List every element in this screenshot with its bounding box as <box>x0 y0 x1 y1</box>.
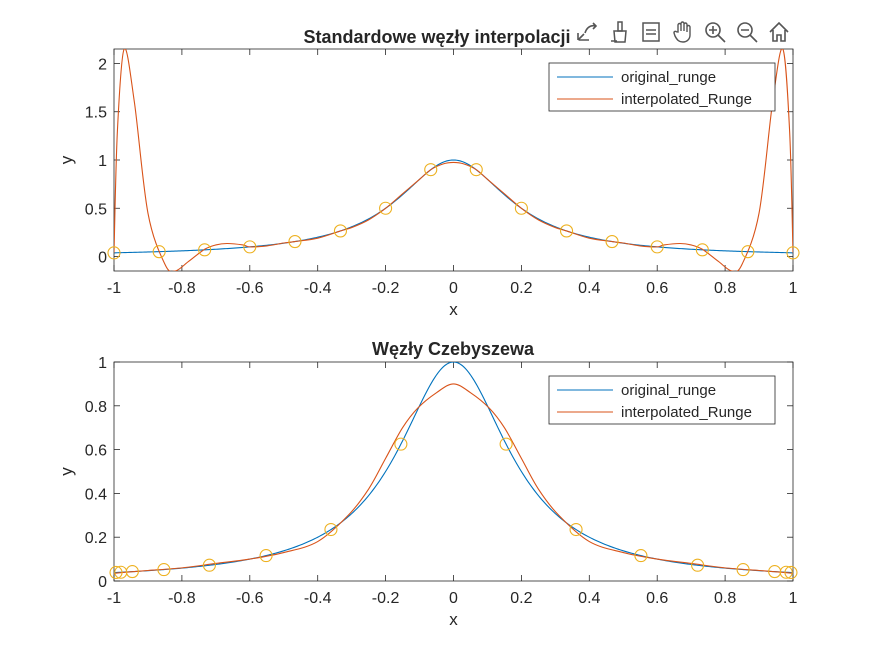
node-marker <box>379 201 393 215</box>
node-marker <box>109 565 123 580</box>
node-marker <box>514 201 528 215</box>
node-marker <box>634 549 648 563</box>
legend-label: interpolated_Runge <box>621 91 752 108</box>
node-marker <box>152 245 166 259</box>
node-marker <box>786 246 800 260</box>
y-tick-label: 2 <box>98 56 107 73</box>
subplot-1: -1 -0.8 -0.6 -0.4 -0.2 0 0.2 0.4 0.6 0.8 1 0 0.5 1 1.5… <box>57 27 800 319</box>
node-marker <box>107 246 121 260</box>
x-tick-label: 0 <box>449 280 458 297</box>
node-marker <box>324 522 338 537</box>
y-tick-label: 1 <box>98 355 107 372</box>
x-tick-label: -0.4 <box>304 590 332 607</box>
node-marker <box>691 558 705 572</box>
series-original-runge <box>114 159 793 254</box>
x-tick-label: 0.8 <box>714 280 736 297</box>
home-icon[interactable] <box>764 16 794 48</box>
y-tick-label: 0 <box>98 250 107 267</box>
x-tick-label: -0.8 <box>168 280 196 297</box>
x-tick-label: -0.6 <box>236 590 264 607</box>
node-marker <box>499 437 513 451</box>
x-tick-label: 0.4 <box>578 280 600 297</box>
legend-label: original_runge <box>621 382 716 399</box>
node-marker <box>605 235 619 249</box>
chart-title: Standardowe węzły interpolacji <box>303 27 570 47</box>
node-marker <box>424 163 438 177</box>
export-icon[interactable] <box>572 16 602 48</box>
node-marker <box>695 243 709 257</box>
x-tick-label: -0.2 <box>372 590 400 607</box>
node-marker <box>469 163 483 177</box>
y-axis-label: y <box>57 155 76 164</box>
y-axis-label: y <box>57 467 76 476</box>
node-marker <box>394 437 408 451</box>
y-tick-label: 0.6 <box>85 443 107 460</box>
node-marker <box>202 558 216 572</box>
y-tick-label: 0 <box>98 574 107 591</box>
plot-area <box>114 362 793 574</box>
x-tick-label: -0.8 <box>168 590 196 607</box>
x-tick-label: -1 <box>107 590 121 607</box>
y-tick-label: 0.8 <box>85 399 107 416</box>
x-tick-label: -0.6 <box>236 280 264 297</box>
datatip-icon[interactable] <box>636 16 666 48</box>
node-marker <box>569 522 583 537</box>
node-marker <box>560 224 574 238</box>
node-marker <box>333 224 347 238</box>
axes-toolbar <box>572 16 794 48</box>
node-marker <box>198 243 212 257</box>
x-tick-label: -0.4 <box>304 280 332 297</box>
plot-area <box>114 49 793 271</box>
pan-icon[interactable] <box>668 16 698 48</box>
node-marker <box>259 549 273 563</box>
legend: original_runge interpolated_Runge <box>548 62 776 112</box>
chart-title: Węzły Czebyszewa <box>372 339 535 359</box>
x-tick-label: 0.6 <box>646 280 668 297</box>
node-marker <box>114 565 128 579</box>
x-axis-label: x <box>449 300 458 319</box>
y-tick-label: 0.2 <box>85 530 107 547</box>
y-tick-label: 1.5 <box>85 105 107 122</box>
zoom-out-icon[interactable] <box>732 16 762 48</box>
x-tick-label: 0.8 <box>714 590 736 607</box>
x-tick-label: -0.2 <box>372 280 400 297</box>
legend-label: original_runge <box>621 69 716 86</box>
x-tick-label: 1 <box>789 590 798 607</box>
legend: original_runge interpolated_Runge <box>548 375 776 425</box>
x-tick-label: 0.2 <box>510 280 532 297</box>
y-tick-label: 0.5 <box>85 201 107 218</box>
y-tick-label: 1 <box>98 153 107 170</box>
node-marker <box>157 563 171 577</box>
zoom-in-icon[interactable] <box>700 16 730 48</box>
x-tick-label: -1 <box>107 280 121 297</box>
node-marker <box>650 240 664 254</box>
legend-label: interpolated_Runge <box>621 404 752 421</box>
x-axis-label: x <box>449 610 458 629</box>
x-tick-label: 0 <box>449 590 458 607</box>
node-marker <box>736 563 750 577</box>
node-marker <box>779 565 793 579</box>
x-tick-label: 0.6 <box>646 590 668 607</box>
node-marker <box>784 565 798 580</box>
x-tick-label: 0.2 <box>510 590 532 607</box>
series-interpolated-runge <box>114 49 793 271</box>
x-tick-label: 1 <box>789 280 798 297</box>
legend-box <box>548 375 776 425</box>
series-original-runge <box>114 362 793 574</box>
node-marker <box>288 235 302 249</box>
brush-icon[interactable] <box>604 16 634 48</box>
series-interpolated-runge <box>114 383 793 574</box>
y-tick-label: 0.4 <box>85 486 107 503</box>
subplot-2: -1 -0.8 -0.6 -0.4 -0.2 0 0.2 0.4 0.6 0.8 1 0 0.2 0.4 0… <box>57 339 798 629</box>
legend-box <box>548 62 776 112</box>
node-marker <box>741 245 755 259</box>
x-tick-label: 0.4 <box>578 590 600 607</box>
node-marker <box>243 240 257 254</box>
